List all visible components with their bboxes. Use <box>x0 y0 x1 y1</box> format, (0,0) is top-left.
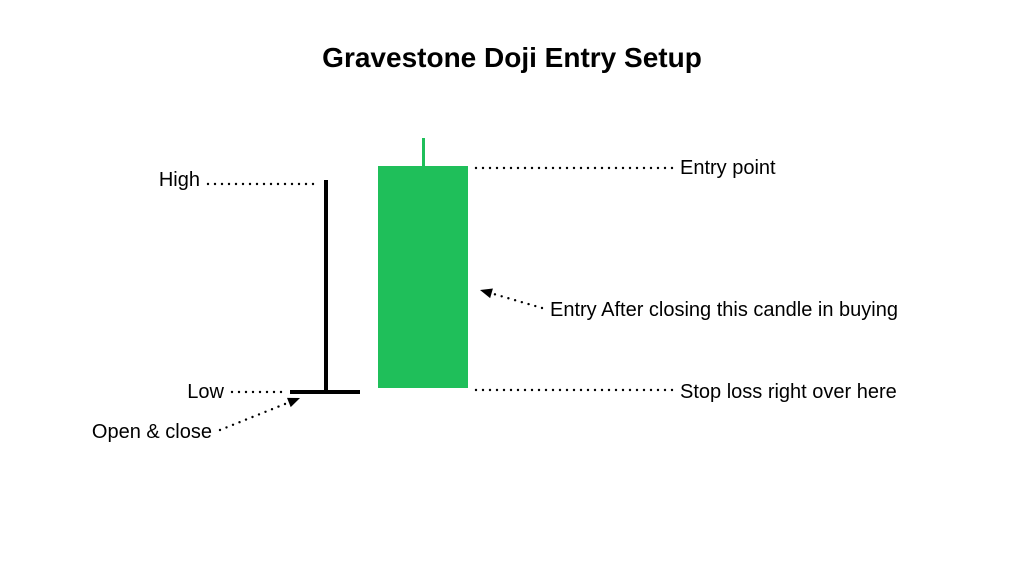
label-high: High <box>159 169 200 192</box>
green-candle-wick <box>422 138 425 166</box>
diagram-stage: Gravestone Doji Entry Setup High Low Ope… <box>0 0 1024 576</box>
label-entry-point: Entry point <box>680 157 776 180</box>
label-entry-after: Entry After closing this candle in buyin… <box>550 299 898 322</box>
connectors-layer <box>0 0 1024 576</box>
doji-body-line <box>290 390 360 394</box>
label-open-close: Open & close <box>92 421 212 444</box>
label-stop-loss: Stop loss right over here <box>680 381 897 404</box>
diagram-title: Gravestone Doji Entry Setup <box>0 42 1024 74</box>
green-candle-body <box>378 166 468 388</box>
doji-upper-shadow <box>324 180 328 390</box>
label-low: Low <box>187 381 224 404</box>
